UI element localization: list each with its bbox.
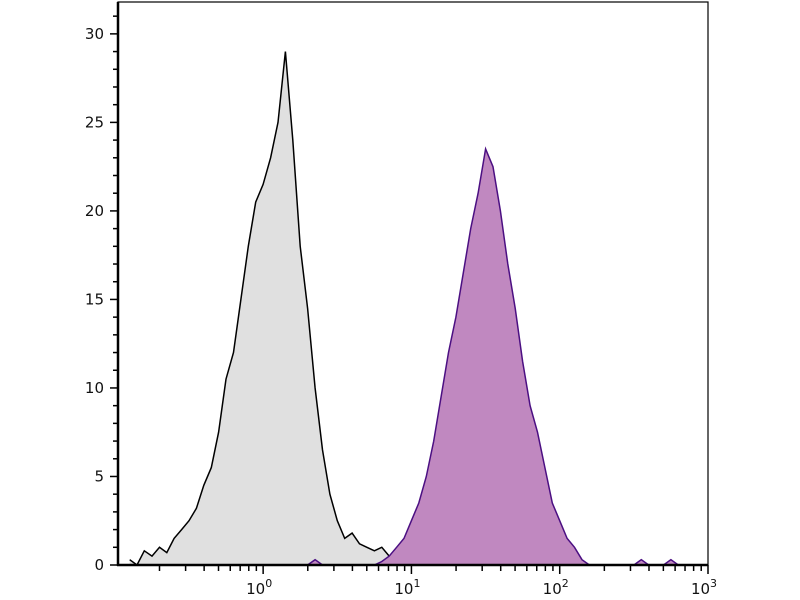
y-tick-label: 15 [85, 290, 104, 308]
y-tick-label: 20 [85, 202, 104, 220]
y-tick-label: 5 [94, 467, 104, 485]
axes-layer: 0 5 10 15 20 25 30 100 101 102 103 [85, 2, 717, 598]
y-tick-label: 25 [85, 113, 104, 131]
x-tick-label: 101 [394, 577, 420, 598]
x-tick-label: 102 [543, 577, 569, 598]
series-0-fill [129, 51, 694, 566]
y-tick-label: 30 [85, 25, 104, 43]
x-tick-label: 100 [246, 577, 272, 598]
x-tick-label: 103 [691, 577, 717, 598]
y-tick-label: 10 [85, 379, 104, 397]
y-tick-label: 0 [94, 556, 104, 574]
series-layer [129, 51, 694, 567]
